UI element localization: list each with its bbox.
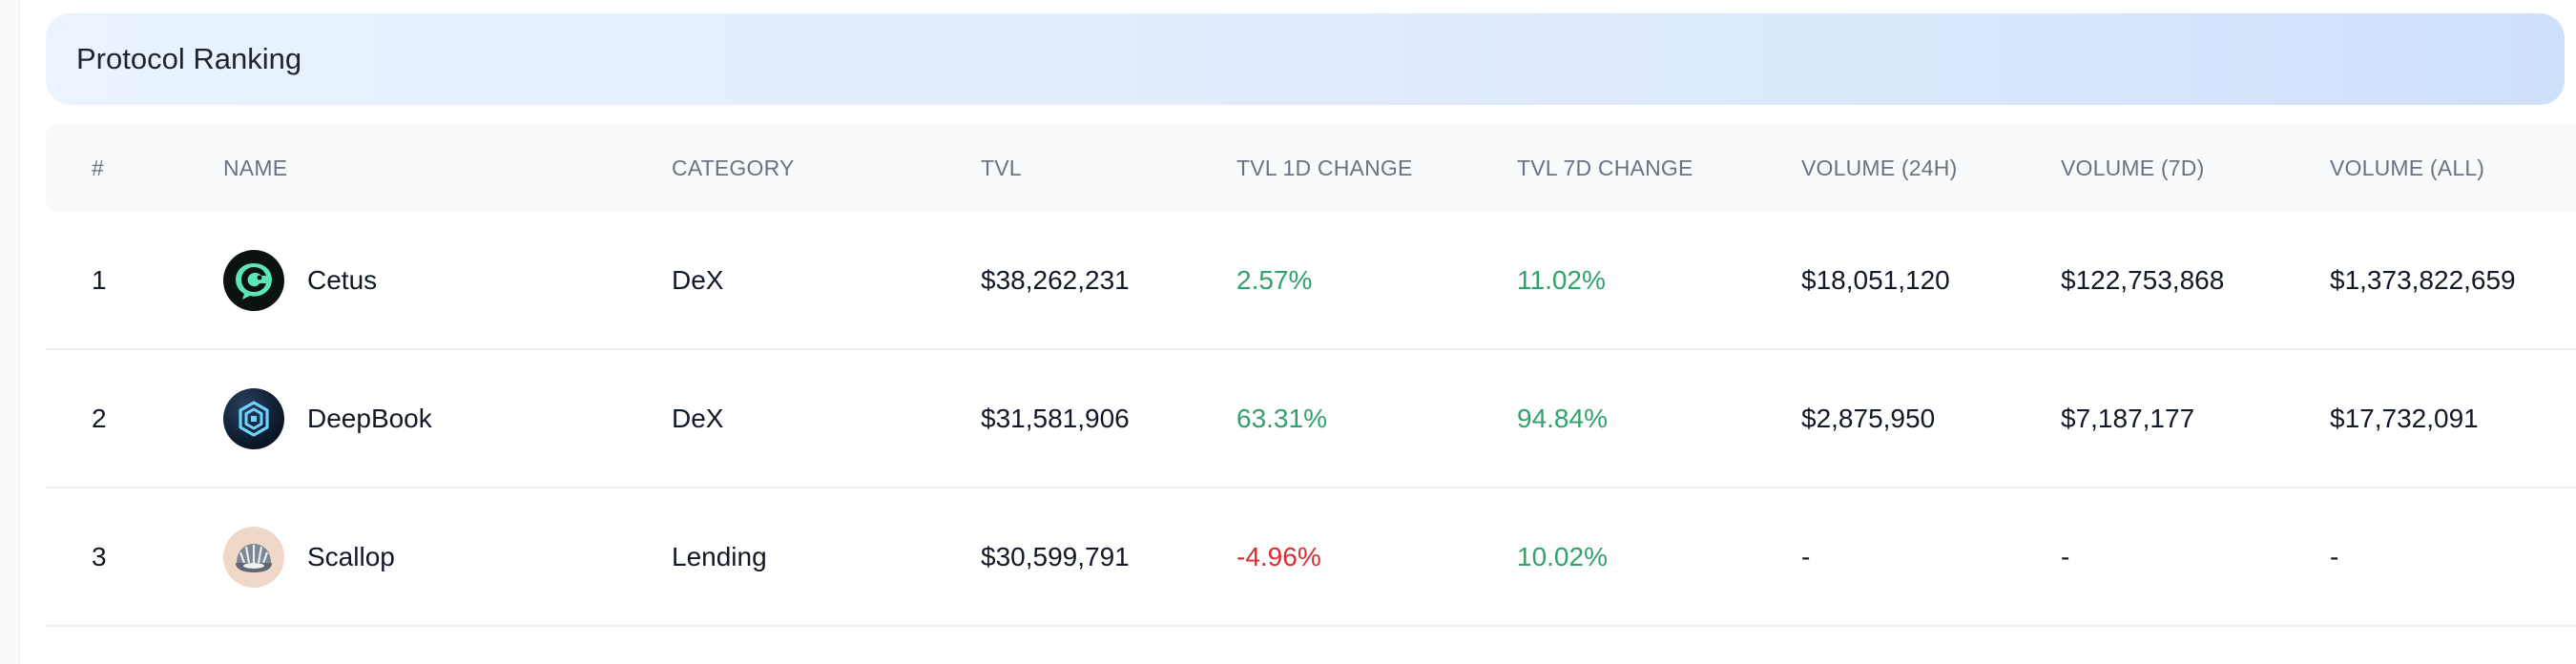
section-header: Protocol Ranking — [46, 13, 2565, 105]
protocol-name-cell[interactable]: Scallop — [223, 488, 672, 627]
volume-all-cell: $17,732,091 — [2330, 349, 2576, 488]
column-header-tvl-1d-change[interactable]: TVL 1D CHANGE — [1236, 155, 1413, 180]
category-cell: DeX — [672, 349, 981, 488]
category-cell: DeX — [672, 212, 981, 350]
column-header-volume-7d[interactable]: VOLUME (7D) — [2061, 155, 2205, 180]
section-title: Protocol Ranking — [76, 42, 302, 75]
volume-all-cell: - — [2330, 488, 2576, 627]
left-rail — [0, 0, 20, 664]
column-header-tvl[interactable]: TVL — [981, 155, 1022, 180]
volume-24h-cell: $2,875,950 — [1801, 349, 2061, 488]
column-header-tvl-7d-change[interactable]: TVL 7D CHANGE — [1517, 155, 1693, 180]
volume-7d-cell: $7,187,177 — [2061, 349, 2330, 488]
column-header-volume-all[interactable]: VOLUME (ALL) — [2330, 155, 2485, 180]
tvl-1d-change-cell: 2.57% — [1236, 212, 1517, 350]
category-cell: Lending — [672, 488, 981, 627]
column-header-category[interactable]: CATEGORY — [672, 155, 795, 180]
scallop-logo-icon — [223, 526, 284, 588]
column-header-name[interactable]: NAME — [223, 155, 288, 180]
column-header-rank[interactable]: # — [92, 155, 104, 180]
table-row[interactable]: 3 Scallop Lendin — [46, 488, 2576, 627]
protocol-name-cell[interactable]: Cetus — [223, 212, 672, 350]
protocol-name-link[interactable]: Cetus — [223, 249, 672, 311]
tvl-1d-change-cell: -4.96% — [1236, 488, 1517, 627]
tvl-cell: $30,599,791 — [981, 488, 1236, 627]
tvl-1d-change-cell: 63.31% — [1236, 349, 1517, 488]
protocol-name[interactable]: Cetus — [307, 264, 378, 295]
table-row[interactable]: 2 DeepBook DeX $31,581,90 — [46, 349, 2576, 488]
column-header-volume-24h[interactable]: VOLUME (24H) — [1801, 155, 1958, 180]
rank-cell: 1 — [46, 212, 223, 350]
table-header-row: # NAME CATEGORY TVL TVL 1D CHANGE TVL 7D… — [46, 124, 2576, 212]
volume-7d-cell: - — [2061, 488, 2330, 627]
protocol-name[interactable]: DeepBook — [307, 403, 432, 433]
table-row[interactable]: 1 Cetus DeX $38,262,231 — [46, 212, 2576, 350]
rank-cell: 3 — [46, 488, 223, 627]
tvl-7d-change-cell: 11.02% — [1517, 212, 1801, 350]
volume-all-cell: $1,373,822,659 — [2330, 212, 2576, 350]
volume-24h-cell: - — [1801, 488, 2061, 627]
tvl-7d-change-cell: 94.84% — [1517, 349, 1801, 488]
tvl-cell: $31,581,906 — [981, 349, 1236, 488]
cetus-logo-icon — [223, 249, 284, 311]
deepbook-logo-icon — [223, 387, 284, 449]
rank-cell: 2 — [46, 349, 223, 488]
protocol-ranking-table: # NAME CATEGORY TVL TVL 1D CHANGE TVL 7D… — [46, 124, 2576, 627]
tvl-7d-change-cell: 10.02% — [1517, 488, 1801, 627]
tvl-cell: $38,262,231 — [981, 212, 1236, 350]
protocol-name-link[interactable]: DeepBook — [223, 387, 672, 449]
volume-24h-cell: $18,051,120 — [1801, 212, 2061, 350]
protocol-name-link[interactable]: Scallop — [223, 526, 672, 588]
volume-7d-cell: $122,753,868 — [2061, 212, 2330, 350]
protocol-name[interactable]: Scallop — [307, 541, 395, 571]
protocol-name-cell[interactable]: DeepBook — [223, 349, 672, 488]
protocol-ranking-panel: Protocol Ranking # NAME CATEGORY TVL TVL… — [46, 13, 2576, 627]
